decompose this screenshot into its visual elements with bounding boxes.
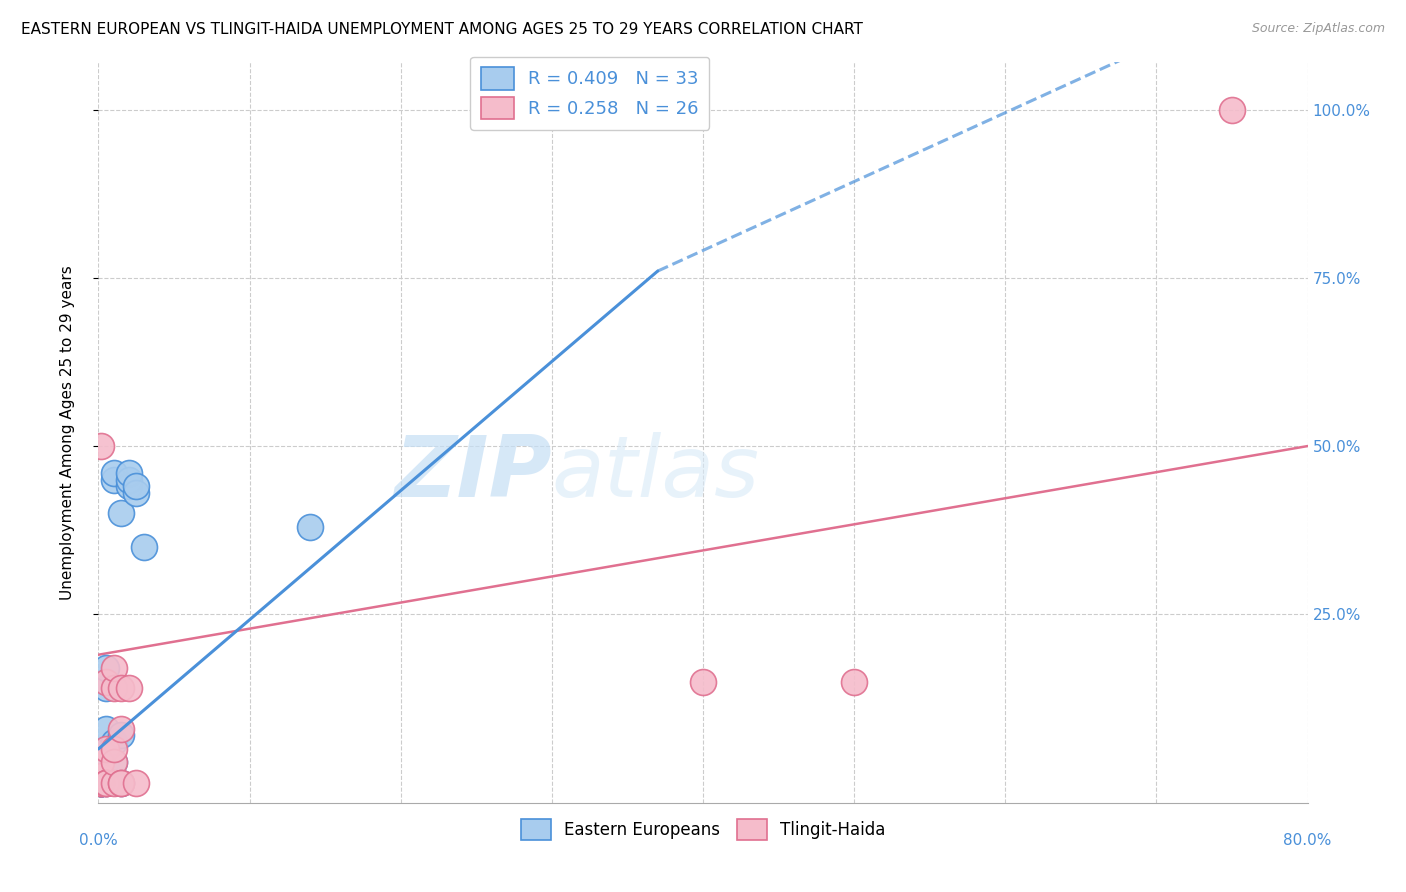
Point [110,775,132,789]
Point [118,681,141,696]
Point [94,756,117,770]
Point [118,473,141,487]
Point [90,439,112,453]
Point [90,756,112,770]
Point [94,775,117,789]
Point [110,507,132,521]
Text: ZIP: ZIP [394,432,551,515]
Point [103,681,125,696]
Point [90,775,112,789]
Point [94,674,117,689]
Point [103,661,125,675]
Point [110,775,132,789]
Point [1220,103,1243,117]
Point [118,466,141,480]
Point [125,486,148,500]
Point [90,775,112,789]
Point [94,722,117,736]
Text: Source: ZipAtlas.com: Source: ZipAtlas.com [1251,22,1385,36]
Point [103,742,125,756]
Point [90,775,112,789]
Point [90,769,112,783]
Y-axis label: Unemployment Among Ages 25 to 29 years: Unemployment Among Ages 25 to 29 years [60,265,75,600]
Point [844,674,866,689]
Point [90,775,112,789]
Point [103,756,125,770]
Point [103,775,125,789]
Point [118,479,141,493]
Point [90,769,112,783]
Point [90,756,112,770]
Text: atlas: atlas [551,432,759,515]
Text: 80.0%: 80.0% [1284,833,1331,848]
Point [103,473,125,487]
Point [90,748,112,763]
Point [125,479,148,493]
Point [94,742,117,756]
Point [110,722,132,736]
Point [90,775,112,789]
Point [103,466,125,480]
Point [299,520,322,534]
Point [90,769,112,783]
Point [90,775,112,789]
Point [90,775,112,789]
Point [94,661,117,675]
Point [103,756,125,770]
Point [94,681,117,696]
Point [90,775,112,789]
Point [94,742,117,756]
Point [103,735,125,749]
Point [90,762,112,776]
Point [90,775,112,789]
Point [692,674,714,689]
Point [90,775,112,789]
Point [90,775,112,789]
Text: EASTERN EUROPEAN VS TLINGIT-HAIDA UNEMPLOYMENT AMONG AGES 25 TO 29 YEARS CORRELA: EASTERN EUROPEAN VS TLINGIT-HAIDA UNEMPL… [21,22,863,37]
Point [110,775,132,789]
Point [110,729,132,743]
Text: 0.0%: 0.0% [79,833,118,848]
Point [90,775,112,789]
Point [132,540,155,554]
Point [94,775,117,789]
Point [125,775,148,789]
Legend: Eastern Europeans, Tlingit-Haida: Eastern Europeans, Tlingit-Haida [515,813,891,847]
Point [110,681,132,696]
Point [94,775,117,789]
Point [94,775,117,789]
